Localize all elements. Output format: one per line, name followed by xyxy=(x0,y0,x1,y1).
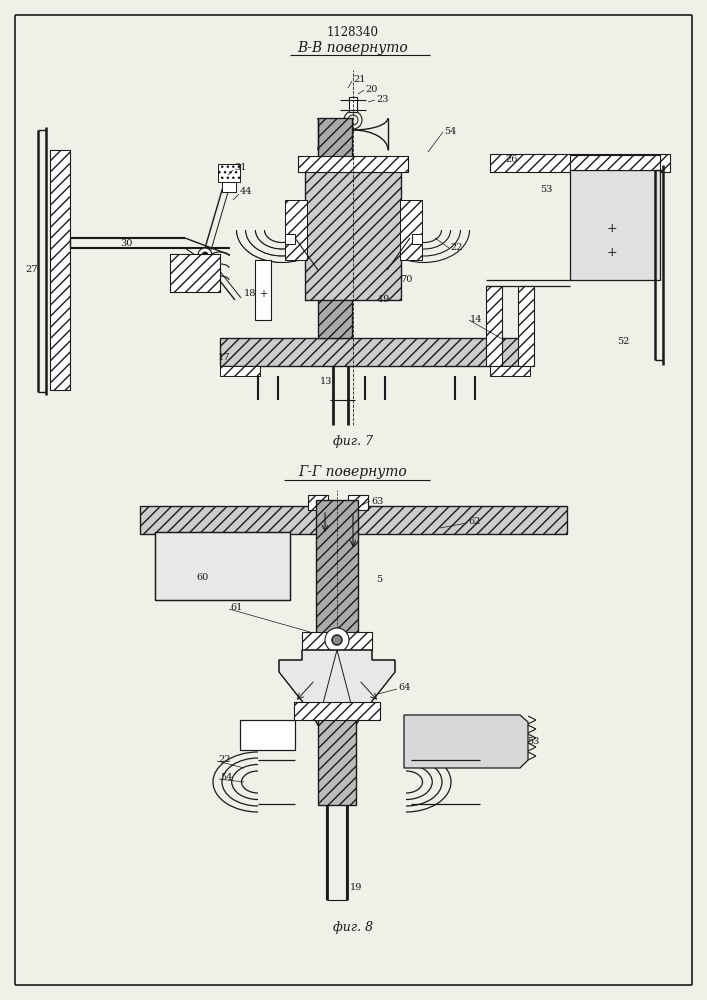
Text: 23: 23 xyxy=(376,96,389,104)
Text: 63: 63 xyxy=(371,496,383,506)
Bar xyxy=(412,234,422,244)
Bar xyxy=(298,156,408,172)
Text: 14: 14 xyxy=(470,316,482,324)
Bar xyxy=(285,234,295,244)
Bar xyxy=(348,495,368,510)
Bar xyxy=(318,710,356,805)
Bar xyxy=(240,720,295,750)
Bar xyxy=(570,155,660,170)
Bar xyxy=(294,702,380,720)
Text: 18: 18 xyxy=(244,290,257,298)
Circle shape xyxy=(332,635,342,645)
Bar xyxy=(220,338,530,366)
Text: 26: 26 xyxy=(505,155,518,164)
Text: +: + xyxy=(607,222,617,234)
Text: 64: 64 xyxy=(398,684,410,692)
Bar xyxy=(308,495,328,510)
Text: 62: 62 xyxy=(468,518,480,526)
Bar xyxy=(140,506,567,534)
Text: 19: 19 xyxy=(378,296,390,304)
Text: 53: 53 xyxy=(540,186,552,194)
Bar xyxy=(218,164,240,182)
Bar xyxy=(155,532,290,600)
Text: фиг. 7: фиг. 7 xyxy=(333,436,373,448)
Bar xyxy=(294,702,380,720)
Text: 13: 13 xyxy=(320,377,332,386)
Text: 44: 44 xyxy=(240,188,252,196)
Bar xyxy=(490,366,530,376)
Bar xyxy=(316,500,358,640)
Bar xyxy=(490,154,670,172)
Bar xyxy=(305,170,401,300)
Bar xyxy=(490,154,670,172)
Text: +: + xyxy=(259,289,267,299)
Bar xyxy=(518,286,534,366)
Bar xyxy=(486,286,502,366)
Text: 5: 5 xyxy=(376,576,382,584)
Text: +: + xyxy=(607,245,617,258)
Bar xyxy=(400,200,422,260)
Bar xyxy=(220,338,530,366)
Bar xyxy=(50,150,70,390)
Text: 21: 21 xyxy=(353,76,366,85)
Text: 54: 54 xyxy=(444,127,457,136)
Text: В-В повернуто: В-В повернуто xyxy=(298,41,409,55)
Text: 52: 52 xyxy=(617,338,629,347)
Text: 22: 22 xyxy=(450,243,462,252)
Text: 53: 53 xyxy=(527,738,539,746)
Bar xyxy=(155,532,290,600)
Bar xyxy=(285,200,307,260)
Circle shape xyxy=(325,628,349,652)
Text: Г-Г повернуто: Г-Г повернуто xyxy=(298,465,407,479)
Circle shape xyxy=(198,248,212,262)
Text: 27: 27 xyxy=(25,265,37,274)
Bar xyxy=(302,632,372,650)
Bar xyxy=(349,97,357,112)
Text: 22: 22 xyxy=(218,756,230,764)
Text: 61: 61 xyxy=(230,603,243,612)
Text: 19: 19 xyxy=(350,884,363,892)
Bar xyxy=(285,200,307,260)
Text: 20: 20 xyxy=(365,86,378,95)
Text: 30: 30 xyxy=(120,239,132,248)
Bar xyxy=(318,118,352,338)
Text: 31: 31 xyxy=(234,163,247,172)
Bar xyxy=(308,495,328,510)
Bar xyxy=(302,632,372,650)
Bar xyxy=(318,710,356,805)
Polygon shape xyxy=(404,715,528,768)
Text: фиг. 8: фиг. 8 xyxy=(333,922,373,934)
Text: 60: 60 xyxy=(196,574,209,582)
Bar xyxy=(570,155,660,170)
Bar xyxy=(170,254,220,292)
Bar xyxy=(220,366,260,376)
Bar xyxy=(518,286,534,366)
Bar xyxy=(140,506,567,534)
Text: 70: 70 xyxy=(400,275,412,284)
Text: 17: 17 xyxy=(218,353,230,361)
Bar xyxy=(316,500,358,640)
Polygon shape xyxy=(279,650,395,742)
Text: 1128340: 1128340 xyxy=(327,26,379,39)
Bar xyxy=(486,286,502,366)
Bar xyxy=(240,720,295,750)
Bar xyxy=(170,254,220,292)
Bar xyxy=(222,182,236,192)
Text: 54: 54 xyxy=(220,774,233,782)
Bar xyxy=(298,156,408,172)
Bar xyxy=(348,495,368,510)
Circle shape xyxy=(202,252,208,258)
Bar xyxy=(305,170,401,300)
Bar xyxy=(255,260,271,320)
Bar xyxy=(400,200,422,260)
Bar xyxy=(50,150,70,390)
Bar xyxy=(318,118,352,338)
Bar xyxy=(570,170,660,280)
